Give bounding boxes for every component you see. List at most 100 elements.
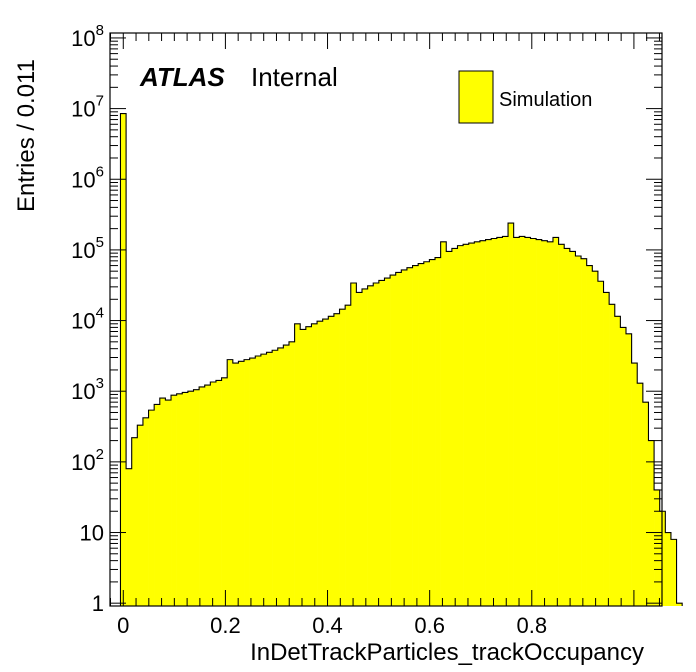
y-tick-label: 106 bbox=[71, 163, 104, 192]
histogram-bar bbox=[603, 292, 610, 606]
histogram-bar bbox=[277, 347, 284, 606]
histogram-bar bbox=[232, 363, 239, 606]
histogram-bar bbox=[266, 352, 273, 606]
histogram-bar bbox=[193, 389, 200, 606]
histogram-bar bbox=[631, 363, 638, 606]
histogram-bar bbox=[384, 278, 391, 606]
histogram-bar bbox=[642, 402, 649, 606]
histogram-bar bbox=[575, 256, 582, 606]
histogram-bar bbox=[541, 240, 548, 606]
histogram-bar bbox=[362, 288, 368, 606]
histogram-bar bbox=[159, 398, 166, 606]
histogram-bar bbox=[120, 113, 127, 606]
histogram-bar bbox=[463, 244, 470, 606]
histogram-bar bbox=[569, 251, 576, 607]
histogram-bar bbox=[305, 326, 312, 606]
x-tick-label: 0 bbox=[117, 613, 129, 638]
y-tick-label: 102 bbox=[71, 446, 104, 475]
histogram-bar bbox=[502, 236, 509, 606]
histogram-bar bbox=[311, 323, 318, 606]
histogram-bar bbox=[592, 271, 599, 606]
histogram-bar bbox=[597, 281, 604, 606]
x-tick-label: 0.6 bbox=[414, 613, 445, 638]
plot-frame bbox=[109, 32, 663, 607]
histogram-bar bbox=[637, 383, 644, 606]
histogram-bar bbox=[142, 417, 149, 606]
histogram-bar bbox=[508, 223, 514, 607]
histogram-bar bbox=[227, 359, 234, 606]
histogram-bar bbox=[272, 350, 279, 606]
histogram-outline bbox=[119, 113, 683, 606]
histogram-bar bbox=[468, 243, 475, 606]
y-tick-label: 107 bbox=[71, 93, 104, 122]
histogram-bar bbox=[367, 285, 374, 606]
histogram-bar bbox=[435, 257, 441, 606]
histogram-bar bbox=[165, 400, 172, 606]
histogram-bar bbox=[317, 321, 323, 606]
histogram-bar bbox=[581, 258, 587, 606]
histogram-bar bbox=[524, 237, 531, 606]
histogram-bar bbox=[126, 468, 133, 606]
histogram-bar bbox=[547, 241, 554, 607]
histogram-bar bbox=[446, 251, 453, 607]
histogram-bar bbox=[519, 236, 526, 606]
histogram-bar bbox=[373, 283, 380, 606]
histogram-bar bbox=[210, 382, 217, 606]
histogram-bar bbox=[451, 248, 458, 606]
histogram-bar bbox=[215, 380, 222, 606]
histogram-bar bbox=[176, 393, 183, 606]
histogram-bar bbox=[238, 361, 245, 606]
internal-label: Internal bbox=[251, 62, 338, 92]
histogram-bar bbox=[378, 280, 385, 606]
histogram-bar bbox=[665, 532, 672, 606]
histogram-bar bbox=[148, 410, 155, 606]
histogram-bar bbox=[491, 238, 498, 606]
x-axis-title: InDetTrackParticles_trackOccupancy bbox=[250, 639, 644, 666]
histogram-bar bbox=[221, 377, 228, 606]
histogram-bar bbox=[401, 269, 408, 606]
histogram-bar bbox=[496, 237, 503, 606]
y-tick-label: 10 bbox=[80, 521, 104, 546]
histogram-bar bbox=[485, 239, 492, 606]
histogram-bar bbox=[479, 240, 486, 606]
histogram-bar bbox=[249, 358, 256, 606]
y-tick-label: 104 bbox=[71, 305, 104, 334]
legend: Simulation bbox=[458, 70, 592, 124]
histogram-bar bbox=[187, 391, 194, 606]
atlas-label: ATLAS bbox=[139, 62, 225, 92]
histogram-bar bbox=[676, 603, 683, 606]
legend-swatch bbox=[458, 70, 494, 124]
histogram-bar bbox=[659, 511, 666, 606]
histogram-bar bbox=[322, 319, 329, 606]
histogram-bar bbox=[345, 305, 352, 606]
histogram-bar bbox=[131, 437, 138, 606]
x-tick-label: 0.4 bbox=[312, 613, 343, 638]
histogram-bar bbox=[609, 304, 616, 606]
histogram-bar bbox=[137, 425, 144, 606]
histogram-bar bbox=[395, 272, 402, 606]
axis-ticks bbox=[110, 33, 662, 606]
histogram-bar bbox=[283, 345, 290, 606]
histogram-bar bbox=[564, 248, 571, 606]
histogram-bar bbox=[204, 385, 211, 606]
histogram-bar bbox=[614, 316, 621, 606]
histogram-bar bbox=[626, 333, 632, 606]
histogram-bar bbox=[300, 329, 307, 606]
y-tick-label: 105 bbox=[71, 234, 104, 263]
histogram-bar bbox=[648, 440, 655, 606]
histogram-bar bbox=[333, 313, 340, 606]
histogram-bar bbox=[558, 244, 565, 606]
histogram-bar bbox=[171, 395, 177, 606]
y-axis-title: Entries / 0.011 bbox=[13, 59, 40, 212]
x-tick-labels: 0 0.2 0.4 0.6 0.8 bbox=[117, 613, 547, 638]
histogram-bar bbox=[513, 237, 520, 606]
histogram-bar bbox=[440, 241, 447, 607]
histogram-bar bbox=[429, 259, 436, 606]
x-tick-label: 0.2 bbox=[210, 613, 241, 638]
histogram-bar bbox=[199, 386, 206, 606]
histogram-bar bbox=[182, 392, 189, 606]
histogram-bar bbox=[288, 341, 295, 606]
histogram-bar bbox=[350, 283, 357, 606]
histogram-bar bbox=[406, 267, 413, 606]
